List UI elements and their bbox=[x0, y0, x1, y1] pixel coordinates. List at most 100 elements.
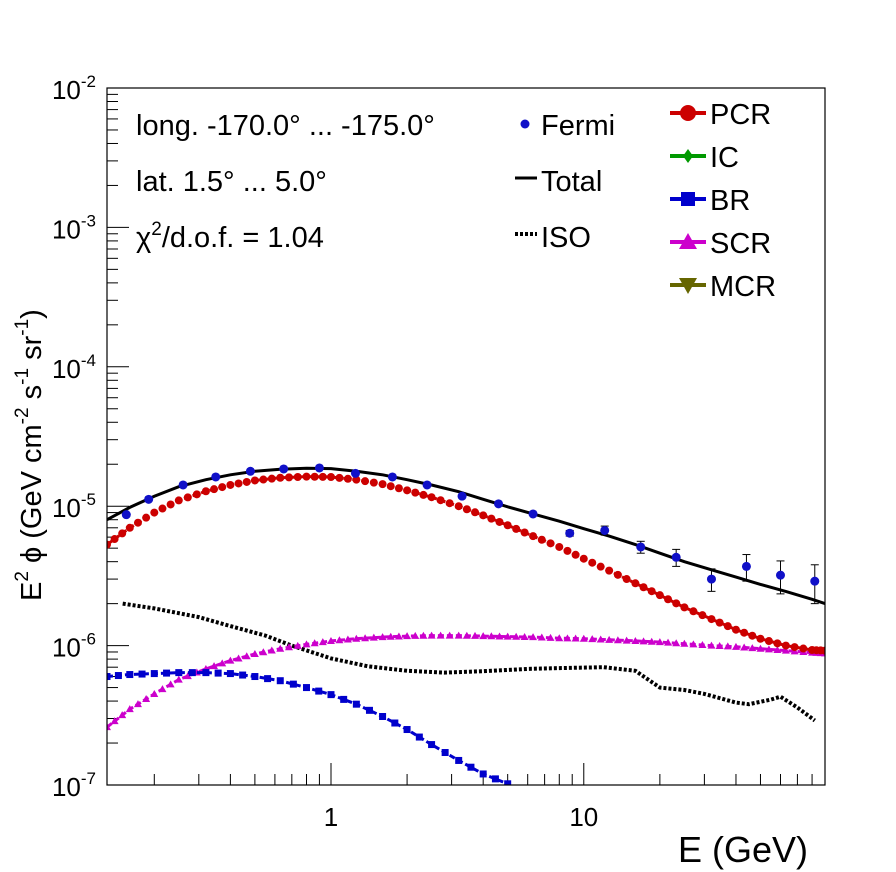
pcr-marker bbox=[672, 599, 681, 608]
br-marker bbox=[315, 687, 323, 695]
pcr-marker bbox=[403, 486, 412, 495]
scr-marker bbox=[613, 636, 622, 644]
pcr-marker bbox=[378, 480, 387, 489]
pcr-marker bbox=[250, 476, 259, 485]
pcr-marker bbox=[773, 639, 782, 648]
scr-marker bbox=[386, 632, 395, 640]
pcr-marker bbox=[285, 473, 294, 482]
br-marker bbox=[289, 680, 297, 688]
fermi-point bbox=[600, 525, 610, 535]
scr-marker bbox=[715, 642, 724, 650]
pcr-marker bbox=[479, 511, 488, 520]
scr-marker bbox=[310, 639, 319, 647]
fermi-point bbox=[387, 472, 397, 482]
pcr-marker bbox=[445, 499, 454, 508]
br-marker bbox=[150, 670, 158, 678]
scr-marker bbox=[427, 631, 436, 639]
scr-marker bbox=[537, 633, 546, 641]
pcr-marker bbox=[310, 472, 319, 481]
pcr-marker bbox=[571, 550, 580, 559]
legend-ic-icon bbox=[683, 149, 693, 163]
br-marker bbox=[504, 780, 512, 785]
fermi-point bbox=[706, 574, 716, 584]
pcr-marker bbox=[369, 478, 378, 487]
legend-label: Fermi bbox=[541, 110, 615, 142]
pcr-marker bbox=[394, 484, 403, 493]
scr-marker bbox=[166, 680, 175, 688]
y-label-exponent: -2 bbox=[12, 407, 33, 424]
scr-marker bbox=[579, 634, 588, 642]
pcr-marker bbox=[427, 493, 436, 502]
pcr-marker bbox=[495, 517, 504, 526]
pcr-marker bbox=[664, 595, 673, 604]
br-marker bbox=[114, 672, 122, 680]
pcr-marker bbox=[133, 518, 142, 527]
legend-entry-total: Total bbox=[515, 166, 602, 198]
pcr-marker bbox=[605, 566, 614, 575]
br-marker bbox=[302, 684, 310, 692]
legend-label: MCR bbox=[710, 271, 776, 303]
longitude-range: long. -170.0° ... -175.0° bbox=[136, 110, 435, 142]
pcr-marker bbox=[740, 628, 749, 637]
x-tick-label: 10 bbox=[569, 802, 598, 832]
scr-marker bbox=[781, 646, 790, 654]
scr-marker bbox=[512, 632, 521, 640]
y-tick-exponent: -7 bbox=[81, 769, 96, 788]
pcr-marker bbox=[631, 579, 640, 588]
pcr-marker bbox=[579, 554, 588, 563]
pcr-marker bbox=[436, 496, 445, 505]
scr-marker bbox=[326, 636, 335, 644]
br-marker bbox=[163, 669, 171, 677]
br-marker bbox=[264, 675, 272, 683]
br-marker bbox=[441, 749, 449, 757]
y-label-text: E bbox=[16, 582, 48, 601]
br-marker bbox=[239, 671, 247, 679]
y-label-exponent: -1 bbox=[12, 368, 33, 385]
scr-marker bbox=[125, 705, 134, 713]
pcr-marker bbox=[764, 637, 773, 646]
pcr-marker bbox=[234, 479, 243, 488]
scr-marker bbox=[529, 633, 538, 641]
fermi-point bbox=[178, 480, 188, 490]
scr-marker bbox=[183, 672, 192, 680]
pcr-marker bbox=[158, 504, 167, 513]
scr-marker bbox=[571, 634, 580, 642]
pcr-marker bbox=[512, 524, 521, 533]
fermi-point bbox=[211, 472, 221, 482]
br-marker bbox=[175, 669, 183, 677]
scr-marker bbox=[631, 636, 640, 644]
y-tick-label: 10-6 bbox=[52, 630, 96, 663]
legend-label: ISO bbox=[541, 222, 591, 254]
legend-fermi-icon bbox=[520, 119, 530, 129]
br-marker bbox=[391, 719, 399, 727]
chi-value: /d.o.f. = 1.04 bbox=[162, 222, 324, 254]
pcr-marker bbox=[639, 583, 648, 592]
pcr-marker bbox=[821, 646, 825, 655]
scr-marker bbox=[335, 636, 344, 644]
fermi-point bbox=[775, 570, 785, 580]
annotation-box: long. -170.0° ... -175.0° lat. 1.5° ... … bbox=[136, 110, 435, 254]
y-axis-label: E2 ϕ (GeV cm-2 s-1 sr-1) bbox=[12, 309, 48, 601]
br-marker bbox=[202, 669, 210, 677]
pcr-marker bbox=[326, 472, 335, 481]
pcr-marker bbox=[689, 607, 698, 616]
scr-marker bbox=[378, 633, 387, 641]
scr-marker bbox=[403, 632, 412, 640]
br-marker bbox=[365, 706, 373, 714]
scr-marker bbox=[107, 723, 111, 731]
fermi-point bbox=[245, 466, 255, 476]
scr-marker bbox=[118, 711, 127, 719]
chi-square-label: χ2/d.o.f. = 1.04 bbox=[136, 219, 324, 254]
scr-marker bbox=[110, 717, 119, 725]
br-marker bbox=[403, 726, 411, 734]
series-group bbox=[107, 463, 825, 785]
scr-marker bbox=[605, 635, 614, 643]
scr-marker bbox=[285, 643, 294, 651]
scr-marker bbox=[680, 639, 689, 647]
legend-label: PCR bbox=[710, 99, 771, 131]
pcr-marker bbox=[588, 558, 597, 567]
pcr-marker bbox=[503, 521, 512, 530]
pcr-marker bbox=[293, 472, 302, 481]
pcr-curve bbox=[107, 475, 825, 653]
scr-marker bbox=[655, 638, 664, 646]
